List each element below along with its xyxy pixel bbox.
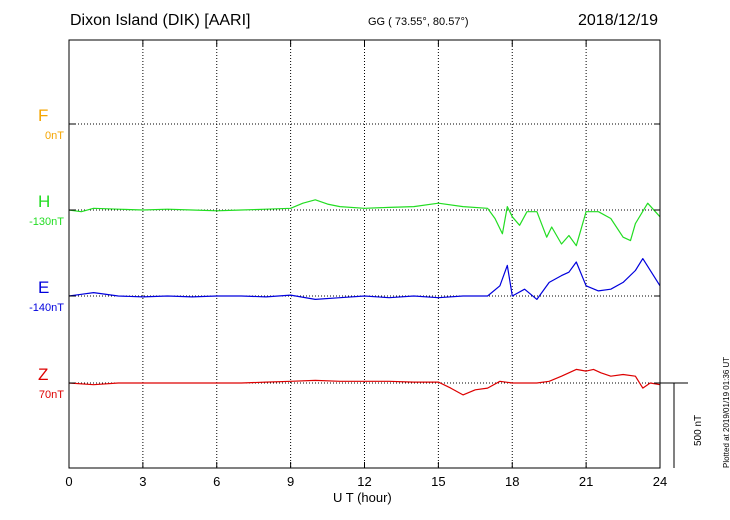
x-tick-label: 3 bbox=[139, 474, 147, 489]
plotted-timestamp: Plotted at 2019/01/19 01:36 UT bbox=[722, 356, 730, 468]
x-tick-label: 12 bbox=[357, 474, 372, 489]
baseline-label-h: -130nT bbox=[29, 216, 64, 228]
series-line-e bbox=[68, 258, 661, 300]
x-tick-label: 18 bbox=[505, 474, 520, 489]
scale-bar-label: 500 nT bbox=[693, 414, 704, 446]
series-line-h bbox=[68, 199, 661, 247]
component-label-e: E bbox=[38, 278, 50, 297]
series-line-z bbox=[68, 368, 661, 396]
x-tick-label: 21 bbox=[578, 474, 594, 489]
series-group bbox=[68, 199, 661, 396]
geographic-coordinates: GG ( 73.55°, 80.57°) bbox=[368, 16, 469, 28]
x-ticks bbox=[68, 40, 661, 468]
component-label-h: H bbox=[38, 192, 51, 211]
x-tick-label: 6 bbox=[213, 474, 221, 489]
component-label-z: Z bbox=[38, 365, 49, 384]
x-tick-label: 15 bbox=[431, 474, 446, 489]
baseline-label-z: 70nT bbox=[38, 389, 64, 401]
x-tick-label: 0 bbox=[65, 474, 73, 489]
grid bbox=[69, 40, 660, 468]
station-title: Dixon Island (DIK) [AARI] bbox=[70, 12, 251, 29]
plot-date: 2018/12/19 bbox=[578, 12, 659, 29]
scale-bar bbox=[660, 382, 688, 468]
x-tick-label: 9 bbox=[287, 474, 295, 489]
baseline-label-e: -140nT bbox=[29, 302, 64, 314]
component-label-f: F bbox=[38, 106, 49, 125]
x-axis-label: U T (hour) bbox=[333, 490, 392, 505]
x-tick-label: 24 bbox=[652, 474, 668, 489]
baseline-label-f: 0nT bbox=[45, 130, 64, 142]
